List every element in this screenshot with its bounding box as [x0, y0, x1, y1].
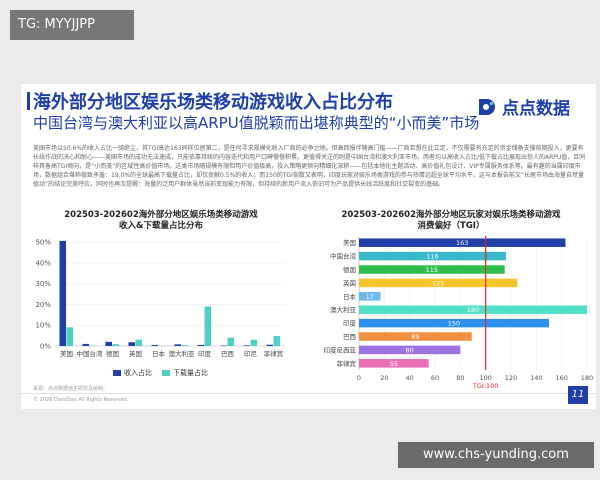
y-tick-label: 40% — [35, 259, 51, 267]
bar-value-label: 55 — [390, 360, 398, 368]
tgi-bar — [359, 345, 461, 355]
x-tick-label: 印尼 — [244, 350, 257, 358]
tgi-reference-label: TGI:100 — [472, 382, 499, 390]
tgi-bar — [359, 238, 566, 247]
x-tick-label: 英国 — [129, 349, 142, 358]
x-tick-label: 菲律宾 — [264, 349, 284, 358]
title-accent-bar — [27, 92, 30, 110]
tgi-bar — [359, 278, 518, 288]
bar-value-label: 150 — [448, 320, 460, 328]
x-tick-label: 澳大利亚 — [169, 349, 196, 358]
x-tick-label: 80 — [456, 374, 464, 382]
y-tick-label: 印度尼西亚 — [324, 345, 357, 354]
legend-label: 下载量占比 — [173, 369, 208, 377]
bar-downloads — [227, 337, 234, 346]
tgi-bar — [359, 332, 472, 341]
logo-text: 点点数据 — [502, 99, 570, 119]
x-tick-label: 160 — [555, 374, 567, 382]
bar-downloads — [181, 345, 188, 346]
report-slide: 海外部分地区娱乐场类移动游戏收入占比分布 中国台湾与澳大利亚以高ARPU值脱颖而… — [21, 84, 596, 409]
y-tick-label: 巴西 — [343, 333, 357, 341]
bar-revenue — [82, 343, 89, 346]
legend-swatch — [113, 370, 121, 376]
bar-value-label: 116 — [426, 253, 438, 261]
right-chart-title: 202503-202602海外部分地区玩家对娱乐场类移动游戏 消费偏好（TGI） — [341, 210, 561, 231]
legend-item: 下载量占比 — [162, 368, 208, 378]
legend-item: 收入占比 — [113, 368, 152, 378]
legend-swatch — [162, 370, 170, 376]
bar-revenue — [174, 344, 181, 346]
body-paragraph: 美国市场以50.6%的收入占比一骑绝尘，其TGI高达163同样位居第二，是任何寻… — [33, 145, 586, 188]
x-tick-label: 印度 — [198, 349, 212, 358]
x-tick-label: 60 — [431, 374, 439, 382]
y-tick-label: 50% — [35, 239, 51, 247]
left-chart-legend: 收入占比 下载量占比 — [113, 368, 218, 378]
tgi-bar — [359, 292, 381, 301]
bar-downloads — [66, 327, 73, 346]
x-tick-label: 日本 — [152, 349, 166, 358]
bar-revenue — [128, 342, 135, 346]
bar-value-label: 115 — [426, 266, 438, 274]
left-chart-title: 202503-202602海外部分地区娱乐场类移动游戏 收入&下载量占比分布 — [64, 210, 258, 231]
x-tick-label: 20 — [380, 374, 388, 382]
footer-divider — [21, 393, 596, 394]
y-tick-label: 20% — [35, 301, 51, 309]
x-tick-label: 0 — [357, 374, 361, 382]
y-tick-label: 中国台湾 — [330, 252, 357, 261]
y-tick-label: 0% — [40, 343, 51, 351]
right-bar-chart: 0 20 40 60 80 100 120 140 160 180 163 美国 116 中国台湾 115 德… — [324, 236, 593, 390]
site-url: www.chs-yunding.com — [398, 442, 594, 468]
x-tick-label: 120 — [505, 374, 517, 382]
y-tick-label: 英国 — [343, 278, 356, 287]
legend-label: 收入占比 — [124, 369, 152, 377]
tgi-bar — [359, 251, 506, 261]
logo-icon — [479, 98, 495, 115]
x-tick-label: 巴西 — [221, 350, 235, 358]
bar-revenue — [105, 341, 112, 346]
y-tick-label: 30% — [35, 280, 51, 288]
y-tick-label: 10% — [35, 322, 51, 330]
bar-value-label: 125 — [432, 279, 444, 287]
tgi-bar — [359, 305, 587, 314]
y-tick-label: 美国 — [343, 238, 356, 247]
y-tick-label: 菲律宾 — [337, 359, 357, 368]
bar-revenue — [266, 344, 273, 346]
bar-value-label: 17 — [366, 293, 374, 301]
left-bar-chart: 0% 10% 20% 30% 40% 50% 美国 中国台湾 德国 英国 日本 澳大利亚 印度 巴西 印尼菲… — [35, 239, 285, 358]
source-note: 来源：点点数据自主研究及绘制。 — [33, 386, 109, 392]
brand-logo: 点点数据 — [476, 94, 570, 119]
y-tick-label: 德国 — [343, 265, 356, 274]
page-title: 海外部分地区娱乐场类移动游戏收入占比分布 — [33, 92, 393, 113]
page-number: 11 — [568, 386, 588, 404]
x-tick-label: 140 — [530, 374, 542, 382]
x-tick-label: 德国 — [106, 349, 119, 358]
bar-value-label: 80 — [406, 346, 414, 354]
bar-revenue — [59, 240, 66, 346]
y-tick-label: 印度 — [343, 319, 357, 328]
tgi-bar — [359, 359, 429, 368]
bar-revenue — [243, 345, 250, 346]
bar-value-label: 163 — [456, 239, 468, 247]
x-tick-label: 美国 — [60, 349, 73, 358]
x-tick-label: 中国台湾 — [77, 349, 104, 358]
bar-value-label: 89 — [411, 333, 419, 341]
bar-revenue — [197, 344, 204, 346]
y-tick-label: 日本 — [343, 292, 357, 301]
bar-downloads — [250, 339, 257, 346]
bar-value-label: 180 — [467, 306, 479, 314]
x-tick-label: 40 — [406, 374, 414, 382]
copyright: © 2026 DianDian All Rights Reserved. — [33, 397, 129, 403]
bar-downloads — [112, 344, 119, 346]
watermark-tag: TG: MYYJJPP — [10, 10, 134, 40]
tgi-bar — [359, 265, 505, 274]
bar-downloads — [273, 336, 280, 346]
bar-revenue — [151, 344, 158, 346]
tgi-bar — [359, 318, 549, 328]
page-subtitle: 中国台湾与澳大利亚以高ARPU值脱颖而出堪称典型的“小而美”市场 — [33, 114, 480, 132]
x-tick-label: 180 — [581, 374, 593, 382]
bar-downloads — [135, 339, 142, 346]
y-tick-label: 澳大利亚 — [330, 305, 357, 314]
x-tick-label: 100 — [479, 374, 491, 382]
bar-downloads — [204, 306, 211, 346]
